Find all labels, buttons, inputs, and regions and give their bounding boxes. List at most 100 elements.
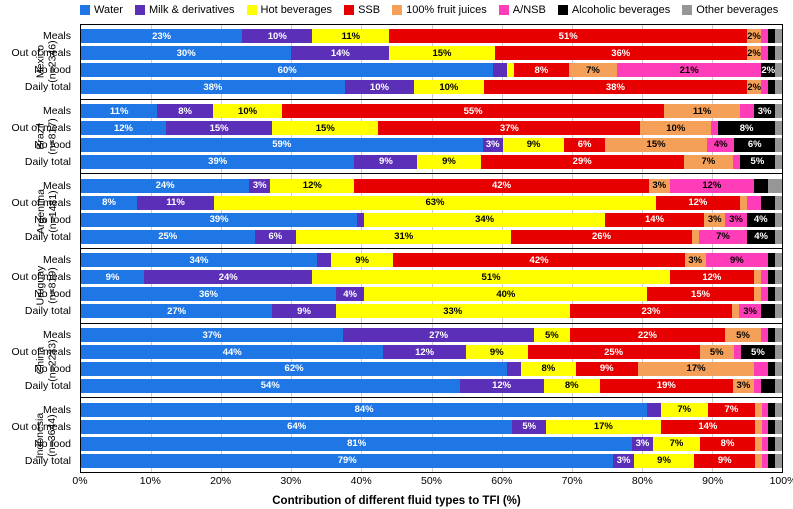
chart-area: Mexico(n=2346)Meals23%10%11%51%2%Out of … <box>80 24 783 473</box>
bar-segment <box>761 80 768 94</box>
bar-segment: 51% <box>312 270 670 284</box>
bar-segment: 54% <box>81 379 460 393</box>
bar-segment: 10% <box>414 80 483 94</box>
bar-segment: 3% <box>704 213 725 227</box>
bar-segment: 8% <box>521 362 576 376</box>
bar-segment: 3% <box>649 179 670 193</box>
row-label: Out of meals <box>1 46 75 60</box>
legend-item: Milk & derivatives <box>135 4 235 16</box>
legend: WaterMilk & derivativesHot beveragesSSB1… <box>0 0 793 18</box>
row-label: Meals <box>1 328 75 342</box>
bar-segment: 15% <box>272 121 378 135</box>
row-label: Meals <box>1 403 75 417</box>
legend-swatch <box>135 5 145 15</box>
bar-segment: 3% <box>483 138 503 152</box>
legend-item: 100% fruit juices <box>392 4 487 16</box>
row-label: Out of meals <box>1 121 75 135</box>
x-tick: 60% <box>491 475 512 487</box>
stacked-bar: 11%8%10%55%11%3% <box>81 104 782 118</box>
bar-segment: 24% <box>144 270 312 284</box>
bar-row: Daily total27%9%33%23%3% <box>81 304 782 318</box>
bar-segment: 39% <box>81 155 354 169</box>
x-tick: 90% <box>702 475 723 487</box>
country-group: Uruguay(n=819)Meals34%9%42%3%9%Out of me… <box>81 248 782 323</box>
legend-swatch <box>558 5 568 15</box>
bar-segment <box>761 328 768 342</box>
bar-segment: 22% <box>570 328 726 342</box>
bar-segment: 3% <box>733 379 754 393</box>
stacked-bar: 79%3%9%9% <box>81 454 782 468</box>
country-group: Indonesia(n=3644)Meals84%7%7%Out of meal… <box>81 397 782 472</box>
bar-segment: 62% <box>81 362 507 376</box>
bar-segment: 40% <box>364 287 647 301</box>
bar-row: Daily total54%12%8%19%3% <box>81 379 782 393</box>
bar-segment: 4% <box>707 138 734 152</box>
bar-segment <box>754 287 761 301</box>
bar-segment <box>775 287 782 301</box>
row-label: Daily total <box>1 230 75 244</box>
bar-segment: 44% <box>81 345 383 359</box>
stacked-bar: 44%12%9%25%5%5% <box>81 345 782 359</box>
bar-segment: 84% <box>81 403 647 417</box>
row-label: Meals <box>1 179 75 193</box>
bar-segment <box>734 345 741 359</box>
x-tick: 40% <box>351 475 372 487</box>
bar-segment: 12% <box>270 179 354 193</box>
bar-segment: 51% <box>389 29 747 43</box>
row-label: Daily total <box>1 379 75 393</box>
bar-segment: 14% <box>661 420 755 434</box>
bar-segment: 42% <box>354 179 648 193</box>
x-tick: 30% <box>280 475 301 487</box>
bar-segment: 5% <box>512 420 546 434</box>
bar-segment: 15% <box>647 287 753 301</box>
stacked-bar: 60%8%7%21%2% <box>81 63 782 77</box>
bar-segment: 7% <box>661 403 708 417</box>
stacked-bar: 36%4%40%15% <box>81 287 782 301</box>
x-tick: 50% <box>421 475 442 487</box>
stacked-bar: 24%3%12%42%3%12% <box>81 179 782 193</box>
bar-segment: 55% <box>282 104 664 118</box>
row-label: No food <box>1 362 75 376</box>
bar-segment: 2% <box>747 80 761 94</box>
bar-segment: 3% <box>249 179 270 193</box>
bar-segment <box>775 63 782 77</box>
row-label: Out of meals <box>1 420 75 434</box>
bar-segment: 8% <box>514 63 569 77</box>
legend-swatch <box>499 5 509 15</box>
bar-segment <box>762 403 769 417</box>
bar-segment: 27% <box>81 304 272 318</box>
bar-row: Meals34%9%42%3%9% <box>81 253 782 267</box>
bar-segment <box>507 362 521 376</box>
bar-segment <box>740 196 747 210</box>
bar-segment: 17% <box>546 420 661 434</box>
bar-row: Out of meals64%5%17%14% <box>81 420 782 434</box>
bar-segment: 12% <box>656 196 740 210</box>
bar-row: Out of meals8%11%63%12% <box>81 196 782 210</box>
bar-segment: 5% <box>740 155 775 169</box>
bar-segment: 38% <box>484 80 748 94</box>
bar-segment <box>768 403 775 417</box>
bar-segment <box>775 304 782 318</box>
row-label: Meals <box>1 29 75 43</box>
bar-segment <box>733 155 740 169</box>
bar-segment <box>692 230 699 244</box>
bar-row: No food59%3%9%6%15%4%6% <box>81 138 782 152</box>
bar-segment <box>647 403 660 417</box>
stacked-bar: 62%8%9%17% <box>81 362 782 376</box>
bar-segment: 25% <box>81 230 255 244</box>
row-label: Daily total <box>1 80 75 94</box>
stacked-bar: 54%12%8%19%3% <box>81 379 782 393</box>
bar-segment: 3% <box>632 437 652 451</box>
stacked-bar: 23%10%11%51%2% <box>81 29 782 43</box>
country-group: Argentina(n=1481)Meals24%3%12%42%3%12%Ou… <box>81 173 782 248</box>
bar-segment: 63% <box>214 196 656 210</box>
stacked-bar: 12%15%15%37%10%8% <box>81 121 782 135</box>
bar-segment: 17% <box>638 362 755 376</box>
bar-segment: 12% <box>460 379 544 393</box>
bar-segment: 5% <box>741 345 775 359</box>
bar-segment <box>754 179 768 193</box>
bar-segment: 12% <box>670 179 754 193</box>
legend-label: Milk & derivatives <box>149 4 235 16</box>
row-label: Daily total <box>1 454 75 468</box>
bar-segment <box>775 230 782 244</box>
